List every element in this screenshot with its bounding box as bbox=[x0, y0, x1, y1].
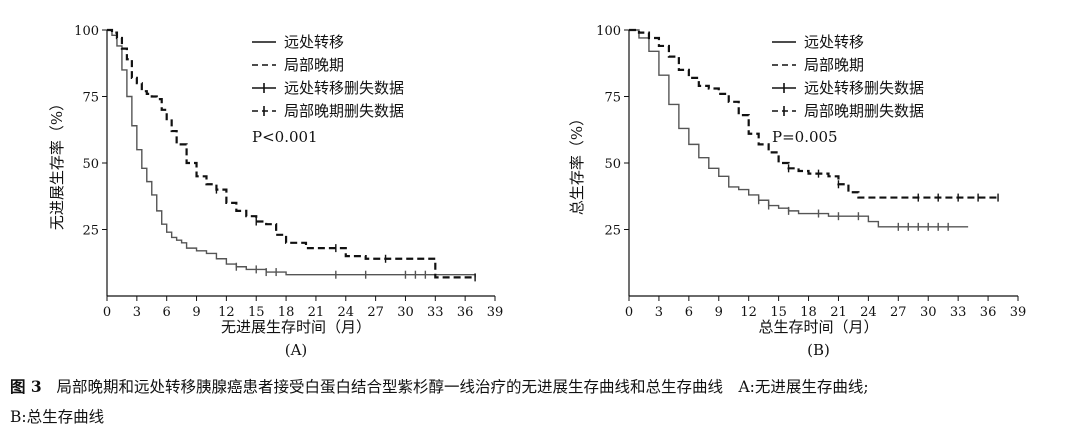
legend-label: 局部晚期删失数据 bbox=[284, 102, 404, 120]
x-tick-label: 6 bbox=[685, 305, 693, 320]
x-tick-label: 30 bbox=[920, 305, 937, 320]
x-tick-label: 30 bbox=[397, 305, 414, 320]
x-tick-label: 15 bbox=[248, 305, 265, 320]
x-tick-label: 21 bbox=[830, 305, 847, 320]
y-axis-label: 无进展生存率（%） bbox=[48, 96, 66, 230]
x-tick-label: 18 bbox=[278, 305, 295, 320]
x-axis-label: 总生存时间（月） bbox=[758, 318, 878, 336]
x-tick-label: 0 bbox=[103, 305, 111, 320]
x-tick-label: 12 bbox=[218, 305, 235, 320]
caption-text: 局部晚期和远处转移胰腺癌患者接受白蛋白结合型紫杉醇一线治疗的无进展生存曲线和总生… bbox=[56, 378, 869, 396]
x-tick-label: 36 bbox=[980, 305, 997, 320]
panel-a: 0 3 6 9 12 15 18 21 24 27 30 33 36 39255075100无进展生存率（… bbox=[48, 24, 503, 359]
legend-label: 远处转移删失数据 bbox=[804, 79, 924, 97]
p-value-annotation: P<0.001 bbox=[252, 128, 318, 146]
legend-label: 远处转移 bbox=[804, 33, 864, 51]
x-tick-label: 12 bbox=[740, 305, 757, 320]
x-tick-label: 39 bbox=[1010, 305, 1027, 320]
y-tick-label: 75 bbox=[604, 91, 621, 106]
x-tick-label: 0 bbox=[625, 305, 633, 320]
legend-label: 远处转移删失数据 bbox=[284, 79, 404, 97]
x-tick-label: 36 bbox=[457, 305, 474, 320]
x-tick-label: 3 bbox=[655, 305, 663, 320]
y-tick-label: 100 bbox=[596, 24, 621, 39]
caption-text-2: B:总生存曲线 bbox=[10, 408, 105, 426]
legend-label: 局部晚期 bbox=[284, 56, 344, 74]
y-axis-label: 总生存率（%） bbox=[568, 111, 586, 215]
panel-label: (A) bbox=[285, 341, 308, 359]
y-tick-label: 25 bbox=[604, 224, 621, 239]
p-value-annotation: P=0.005 bbox=[772, 128, 838, 146]
y-tick-label: 100 bbox=[74, 24, 99, 39]
legend-label: 远处转移 bbox=[284, 33, 344, 51]
x-tick-label: 24 bbox=[337, 305, 354, 320]
x-tick-label: 27 bbox=[367, 305, 384, 320]
series-line-local bbox=[107, 28, 476, 279]
x-tick-label: 21 bbox=[308, 305, 325, 320]
panel-b: 0 3 6 9 12 15 18 21 24 27 30 33 36 39255075100总生存率（%）… bbox=[568, 24, 1026, 359]
x-tick-label: 9 bbox=[715, 305, 723, 320]
x-tick-label: 27 bbox=[890, 305, 907, 320]
x-tick-label: 33 bbox=[427, 305, 444, 320]
x-tick-label: 18 bbox=[800, 305, 817, 320]
caption-label: 图 3 bbox=[10, 377, 42, 396]
x-tick-label: 15 bbox=[770, 305, 787, 320]
panel-label: (B) bbox=[807, 341, 830, 359]
x-tick-label: 33 bbox=[950, 305, 967, 320]
legend-label: 局部晚期删失数据 bbox=[804, 102, 924, 120]
legend-label: 局部晚期 bbox=[804, 56, 864, 74]
figure-caption: 图 3 局部晚期和远处转移胰腺癌患者接受白蛋白结合型紫杉醇一线治疗的无进展生存曲… bbox=[10, 372, 1075, 432]
y-tick-label: 50 bbox=[604, 157, 621, 172]
x-tick-label: 3 bbox=[133, 305, 141, 320]
y-tick-label: 75 bbox=[82, 91, 99, 106]
x-tick-label: 39 bbox=[487, 305, 504, 320]
x-tick-label: 9 bbox=[192, 305, 200, 320]
y-tick-label: 25 bbox=[82, 224, 99, 239]
x-axis-label: 无进展生存时间（月） bbox=[221, 318, 371, 336]
y-tick-label: 50 bbox=[82, 157, 99, 172]
series-line-distant bbox=[107, 29, 476, 278]
x-tick-label: 24 bbox=[860, 305, 877, 320]
x-tick-label: 6 bbox=[163, 305, 171, 320]
